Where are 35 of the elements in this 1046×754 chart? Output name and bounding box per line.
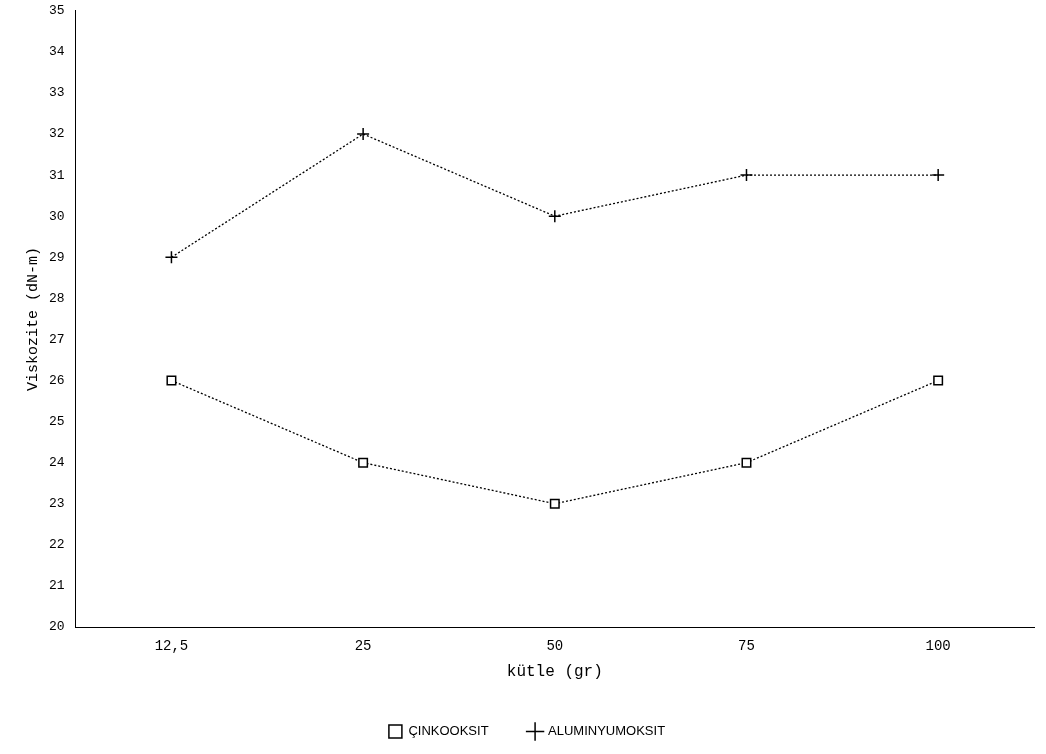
y-tick-label: 29 — [48, 249, 65, 265]
y-tick-label: 27 — [48, 331, 65, 347]
legend-label: ÇINKOOKSIT — [408, 723, 489, 739]
y-tick-label: 32 — [48, 126, 65, 142]
point — [739, 168, 754, 182]
x-axis-title: kütle (gr) — [506, 662, 603, 681]
legend-label: ALUMINYUMOKSIT — [548, 723, 666, 739]
x-tick-label: 25 — [354, 638, 372, 655]
point — [933, 375, 944, 386]
point — [741, 457, 752, 468]
point — [549, 498, 560, 509]
y-tick-label: 22 — [48, 537, 65, 553]
point — [356, 127, 370, 141]
x-tick-label: 100 — [925, 638, 951, 655]
y-axis-title: Viskozite (dN-m) — [24, 246, 42, 391]
point — [164, 250, 179, 265]
x-tick-label: 12,5 — [154, 638, 189, 655]
point — [931, 168, 945, 182]
y-tick-label: 25 — [48, 414, 65, 430]
y-tick-label: 33 — [48, 85, 65, 101]
x-tick-label: 50 — [546, 638, 564, 655]
y-tick-label: 23 — [48, 496, 65, 512]
y-tick-label: 21 — [48, 578, 65, 594]
y-tick-label: 26 — [48, 372, 65, 388]
y-tick-label: 24 — [48, 455, 65, 471]
y-tick-label: 30 — [48, 208, 65, 224]
y-tick-label: 31 — [48, 167, 65, 183]
point — [166, 375, 177, 386]
y-tick-label: 35 — [48, 3, 65, 19]
y-tick-label: 34 — [48, 44, 65, 60]
point — [358, 457, 369, 468]
x-tick-label: 75 — [738, 638, 755, 655]
point — [548, 209, 562, 223]
y-tick-label: 20 — [48, 619, 65, 635]
y-tick-label: 28 — [48, 290, 65, 306]
